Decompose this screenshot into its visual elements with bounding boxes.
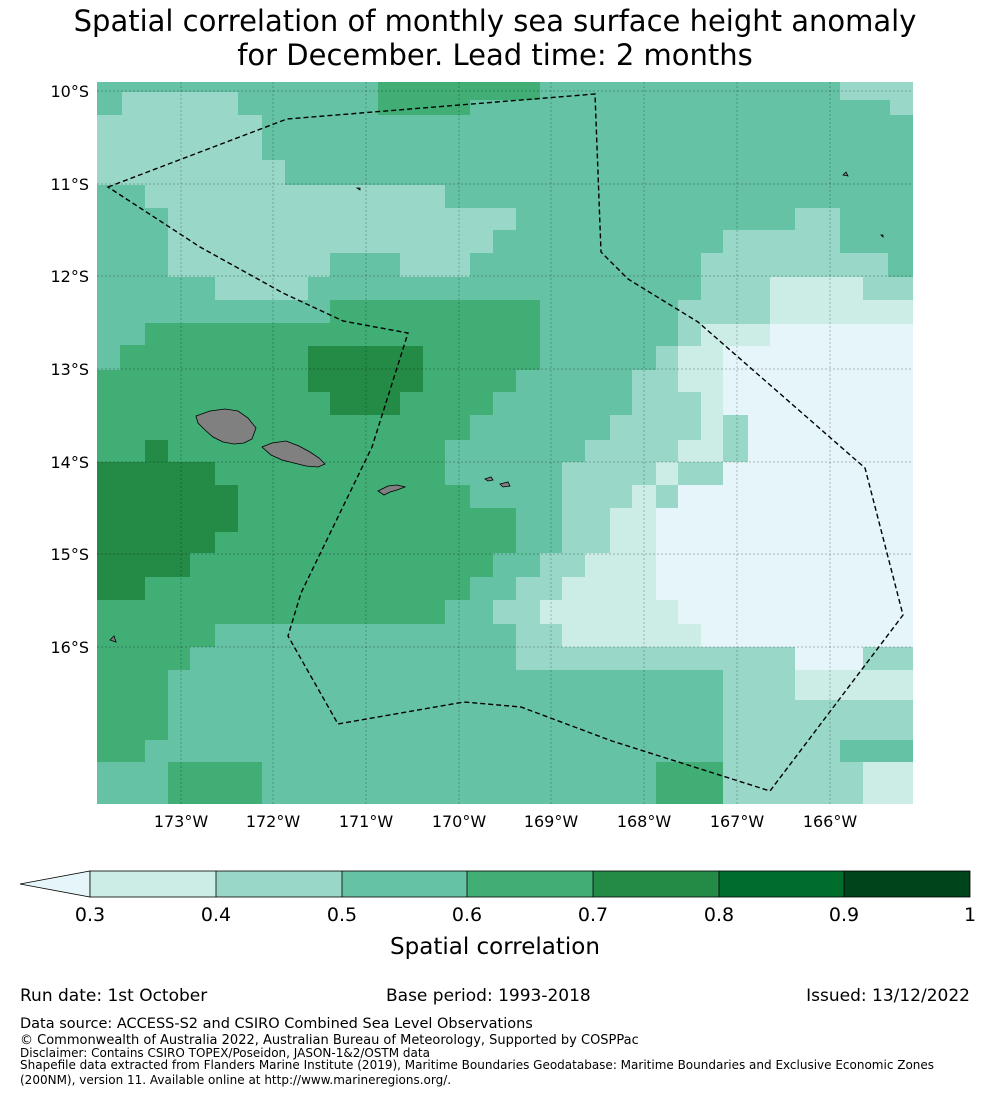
colorbar-segment (844, 871, 970, 897)
colorbar-segment (467, 871, 593, 897)
ofu-olosega-island (484, 476, 494, 482)
copyright: © Commonwealth of Australia 2022, Austra… (20, 1033, 639, 1048)
atafu-atoll (355, 187, 361, 191)
lat-tick-label: 10°S (50, 82, 89, 101)
title-line-1: Spatial correlation of monthly sea surfa… (73, 4, 917, 38)
islands (109, 171, 884, 643)
title-line-2: for December. Lead time: 2 months (237, 38, 753, 72)
colorbar-tick-label: 0.5 (327, 904, 357, 926)
rose-atoll (880, 234, 884, 238)
tutuila-island (377, 484, 407, 496)
gridlines (97, 82, 913, 804)
field-0.3-0.4 (540, 277, 913, 804)
run-date: Run date: 1st October (20, 986, 208, 1006)
data-source: Data source: ACCESS-S2 and CSIRO Combine… (20, 1016, 533, 1032)
tau-island (499, 481, 511, 488)
lat-tick-label: 13°S (50, 360, 89, 379)
colorbar-extend-arrow (19, 870, 91, 898)
chart-title: Spatial correlation of monthly sea surfa… (0, 4, 990, 72)
lon-tick-label: 171°W (339, 812, 394, 831)
lon-tick-label: 169°W (524, 812, 579, 831)
lon-tick-label: 173°W (154, 812, 209, 831)
colorbar-segment (719, 871, 844, 897)
shapefile-credit-1: Shapefile data extracted from Flanders M… (20, 1058, 935, 1072)
colorbar-segment (342, 871, 467, 897)
colorbar-outline (89, 870, 971, 898)
lat-tick-label: 11°S (50, 175, 89, 194)
shapefile-credit-2: (200NM), version 11. Available online at… (20, 1073, 452, 1087)
colorbar-segment (90, 871, 216, 897)
western-islet (109, 635, 117, 643)
field-below-0.3 (656, 324, 913, 670)
colorbar-tick-label: 1 (964, 904, 976, 926)
lat-tick-label: 14°S (50, 453, 89, 472)
lat-axis: 10°S 11°S 12°S 13°S 14°S 15°S 16°S (50, 82, 89, 657)
lon-tick-label: 167°W (710, 812, 765, 831)
lon-tick-label: 170°W (432, 812, 487, 831)
colorbar-tick-label: 0.3 (75, 904, 105, 926)
colorbar-segment (216, 871, 342, 897)
colorbar: 0.3 0.4 0.5 0.6 0.7 0.8 0.9 1 Spatial co… (19, 870, 976, 960)
colorbar-tick-label: 0.7 (578, 904, 608, 926)
eez-boundary (106, 93, 904, 792)
colorbar-tick-label: 0.4 (201, 904, 231, 926)
swains-island (842, 171, 849, 177)
map-figure: 10°S 11°S 12°S 13°S 14°S 15°S 16°S 173°W… (19, 82, 976, 960)
lon-tick-label: 166°W (803, 812, 858, 831)
issued-date: Issued: 13/12/2022 (806, 986, 970, 1006)
colorbar-segment (593, 871, 719, 897)
correlation-field (97, 82, 913, 804)
disclaimer: Disclaimer: Contains CSIRO TOPEX/Poseido… (20, 1046, 430, 1060)
upolu-island (261, 440, 326, 468)
colorbar-tick-label: 0.6 (452, 904, 482, 926)
colorbar-title: Spatial correlation (390, 934, 600, 960)
lat-tick-label: 16°S (50, 638, 89, 657)
lon-tick-label: 168°W (617, 812, 672, 831)
savaii-island (195, 408, 257, 445)
colorbar-tick-label: 0.8 (704, 904, 734, 926)
lon-tick-label: 172°W (246, 812, 301, 831)
base-period: Base period: 1993-2018 (386, 986, 591, 1006)
lat-tick-label: 15°S (50, 545, 89, 564)
lon-axis: 173°W 172°W 171°W 170°W 169°W 168°W 167°… (154, 812, 858, 831)
field-0.7-0.8 (97, 346, 423, 600)
lat-tick-label: 12°S (50, 267, 89, 286)
colorbar-tick-label: 0.9 (829, 904, 859, 926)
